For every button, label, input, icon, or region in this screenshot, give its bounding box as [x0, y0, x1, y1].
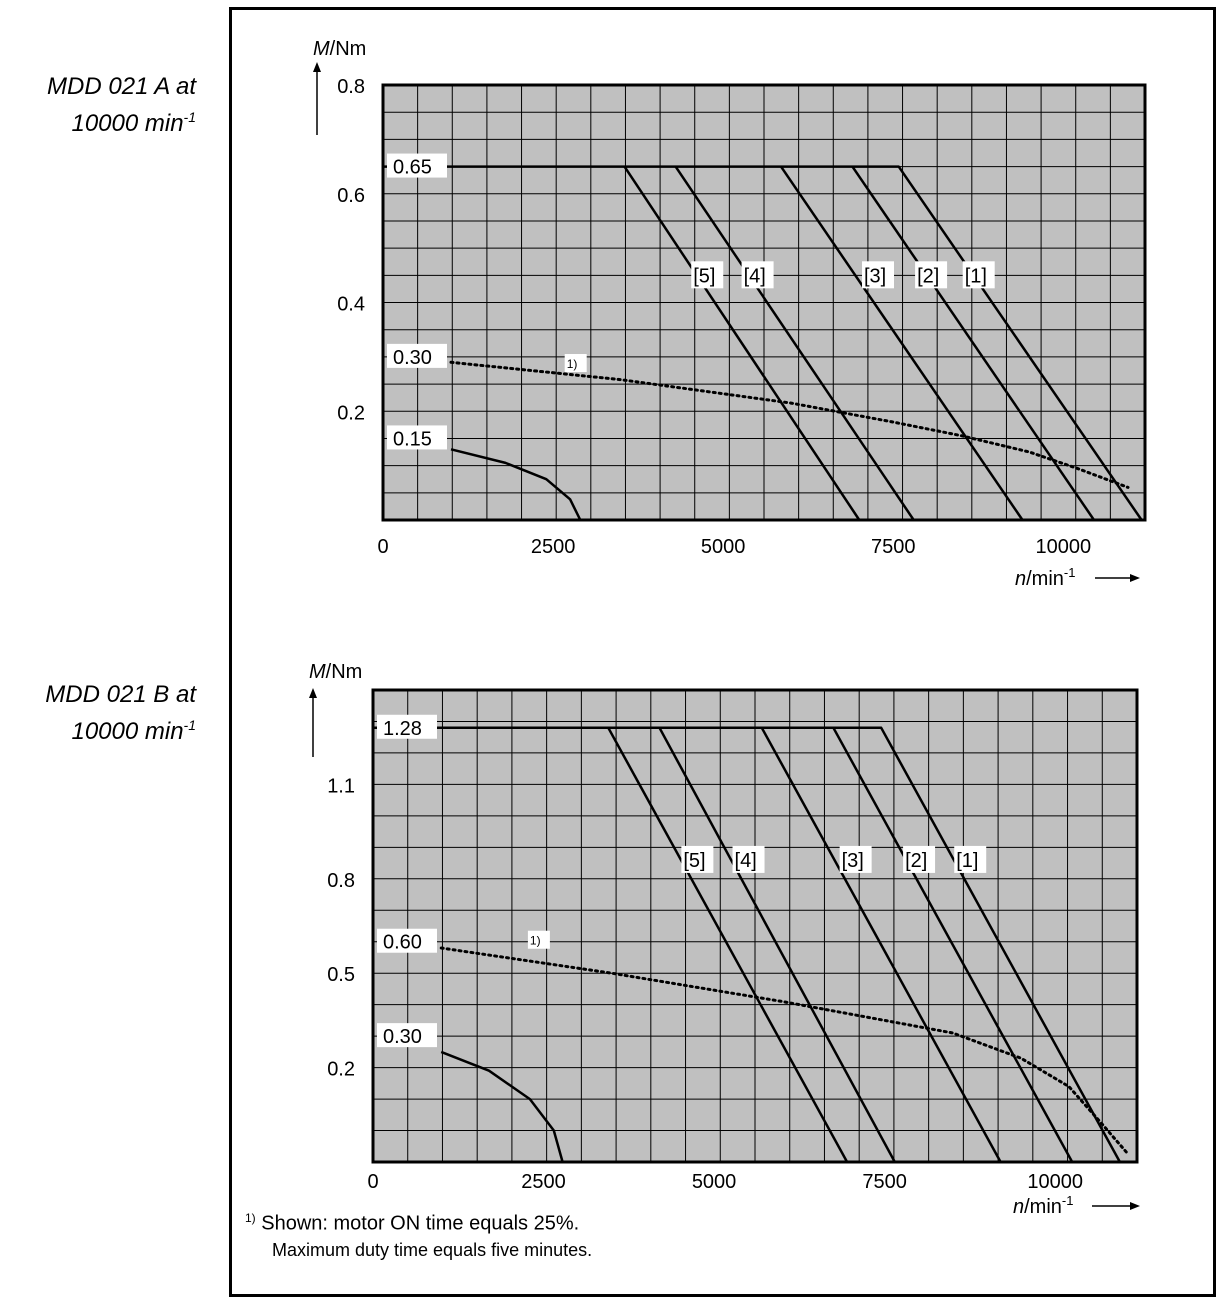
- chart-b-x-tick-label: 10000: [1027, 1171, 1083, 1193]
- chart-a-y-tick-label: 0.4: [337, 294, 365, 316]
- chart-b-footnote-marker: 1): [530, 934, 541, 948]
- chart-a-series-3: [779, 165, 1024, 521]
- chart-b-y-axis-label: M/Nm: [309, 661, 362, 683]
- chart-a-footnote-marker: 1): [567, 357, 578, 371]
- chart-b-series-label: [3]: [842, 850, 864, 872]
- chart-b-level-label: 0.30: [383, 1026, 422, 1048]
- chart-a-x-tick-label: 7500: [871, 536, 916, 558]
- chart-b-side-label-line2: 10000 min-1: [0, 710, 196, 747]
- chart-a-y-arrowhead-icon: [313, 62, 321, 72]
- chart-a-level-label: 0.65: [393, 157, 432, 179]
- chart-a-series-1: [383, 165, 1143, 521]
- chart-a-series-label-bg: [962, 261, 995, 289]
- chart-a-y-axis-label: M/Nm: [313, 38, 366, 60]
- chart-b-y-arrowhead-icon: [309, 688, 317, 698]
- chart-b-level-label-bg: [377, 714, 437, 739]
- chart-b-level-label: 1.28: [383, 718, 422, 740]
- chart-a-x-arrowhead-icon: [1130, 574, 1140, 582]
- chart-b-y-tick-label: 1.1: [327, 775, 355, 797]
- chart-b-x-arrowhead-icon: [1130, 1202, 1140, 1210]
- chart-a-side-label-line2: 10000 min-1: [0, 102, 196, 139]
- chart-a-x-tick-label: 0: [377, 536, 388, 558]
- chart-b-plot-border: [371, 688, 1139, 1164]
- chart-b-series-continuous: [440, 1050, 564, 1163]
- chart-a-level-label-bg: [387, 425, 447, 450]
- chart-b-x-tick-label: 5000: [692, 1171, 737, 1193]
- chart-a-series-label-bg: [741, 261, 774, 289]
- chart-b-y-tick-label: 0.5: [327, 964, 355, 986]
- chart-b-series-5: [607, 727, 849, 1163]
- chart-b-series-label: [2]: [905, 850, 927, 872]
- chart-b-level-label-bg: [377, 928, 437, 953]
- chart-a-level-label: 0.30: [393, 347, 432, 369]
- chart-a-series-label: [2]: [917, 265, 939, 287]
- chart-a-y-tick-label: 0.6: [337, 185, 365, 207]
- chart-b-series-label: [4]: [735, 850, 757, 872]
- chart-b-x-axis-label: n/min-1: [1013, 1193, 1073, 1218]
- chart-b-level-label-bg: [377, 1023, 437, 1048]
- chart-a-level-label-bg: [387, 153, 447, 178]
- chart-b-series-label-bg: [732, 845, 765, 873]
- chart-a-x-axis-label: n/min-1: [1015, 565, 1075, 590]
- footnote-marker: 1): [245, 1211, 256, 1225]
- chart-a-series-label: [3]: [864, 265, 886, 287]
- chart-a-x-tick-label: 10000: [1036, 536, 1092, 558]
- chart-b-series-label-bg: [954, 845, 987, 873]
- chart-b-side-label-unit: 10000 min: [71, 718, 184, 745]
- chart-a-side-label-unit: 10000 min: [71, 110, 184, 137]
- chart-b-x-tick-label: 7500: [862, 1171, 907, 1193]
- chart-b-x-tick-label: 0: [367, 1171, 378, 1193]
- chart-b-series-label: [1]: [956, 850, 978, 872]
- chart-a-series-label: [4]: [744, 265, 766, 287]
- chart-a-plot-border: [381, 83, 1147, 522]
- chart-b-side-label-line1: MDD 021 B at: [45, 681, 196, 708]
- chart-a-series-4: [674, 165, 915, 521]
- chart-a-footnote-marker-bg: [564, 354, 587, 373]
- chart-b-footnote-marker-bg: [527, 930, 550, 949]
- chart-b-series-label: [5]: [683, 850, 705, 872]
- footnote-text-2: Maximum duty time equals five minutes.: [272, 1239, 593, 1260]
- chart-a-side-label: MDD 021 A at 10000 min-1: [0, 72, 196, 139]
- chart-b-series-2: [832, 727, 1074, 1163]
- chart-a-series-label: [1]: [965, 265, 987, 287]
- chart-a-side-label-sup: -1: [183, 109, 196, 125]
- chart-b-grid: [373, 690, 1137, 1162]
- chart-b-y-tick-label: 0.8: [327, 870, 355, 892]
- chart-a-series-label: [5]: [693, 265, 715, 287]
- chart-b-level-label: 0.60: [383, 932, 422, 954]
- chart-a-x-tick-label: 2500: [531, 536, 576, 558]
- chart-a-series-continuous: [450, 448, 582, 521]
- chart-a-level-label-bg: [387, 343, 447, 368]
- chart-b-series-1: [373, 726, 1121, 1163]
- chart-a-series-label-bg: [915, 261, 948, 289]
- chart-a-series-footnote-curve: [449, 360, 1130, 489]
- footnote-line1: 1) Shown: motor ON time equals 25%.: [245, 1205, 592, 1237]
- chart-a-series-label-bg: [691, 261, 724, 289]
- chart-a-series-label-bg: [862, 261, 895, 289]
- chart-b-series-label-bg: [839, 845, 872, 873]
- chart-a-x-tick-label: 5000: [701, 536, 746, 558]
- footnote-text-1: Shown: motor ON time equals 25%.: [261, 1212, 580, 1235]
- chart-b-series-3: [760, 727, 1002, 1163]
- chart-b-series-footnote-curve: [439, 946, 1129, 1155]
- chart-b-series-label-bg: [903, 845, 936, 873]
- chart-a-series-5: [623, 165, 861, 521]
- chart-a-level-label: 0.15: [393, 428, 432, 450]
- chart-b-y-tick-label: 0.2: [327, 1059, 355, 1081]
- chart-b-side-label: MDD 021 B at 10000 min-1: [0, 680, 196, 747]
- chart-b-series-4: [658, 727, 896, 1163]
- chart-a-side-label-line1: MDD 021 A at: [47, 73, 196, 100]
- chart-a: 0.65 0.30 0.15 [5] [4] [3] [2] [1] 1) 0.2 0.4 0.6 0.…: [313, 38, 1147, 590]
- chart-b-side-label-sup: -1: [183, 717, 196, 733]
- chart-b-series-label-bg: [681, 845, 714, 873]
- chart-b-x-tick-label: 2500: [521, 1171, 566, 1193]
- chart-a-y-tick-label: 0.8: [337, 76, 365, 98]
- chart-a-y-tick-label: 0.2: [337, 402, 365, 424]
- footnote: 1) Shown: motor ON time equals 25%. Maxi…: [245, 1205, 592, 1263]
